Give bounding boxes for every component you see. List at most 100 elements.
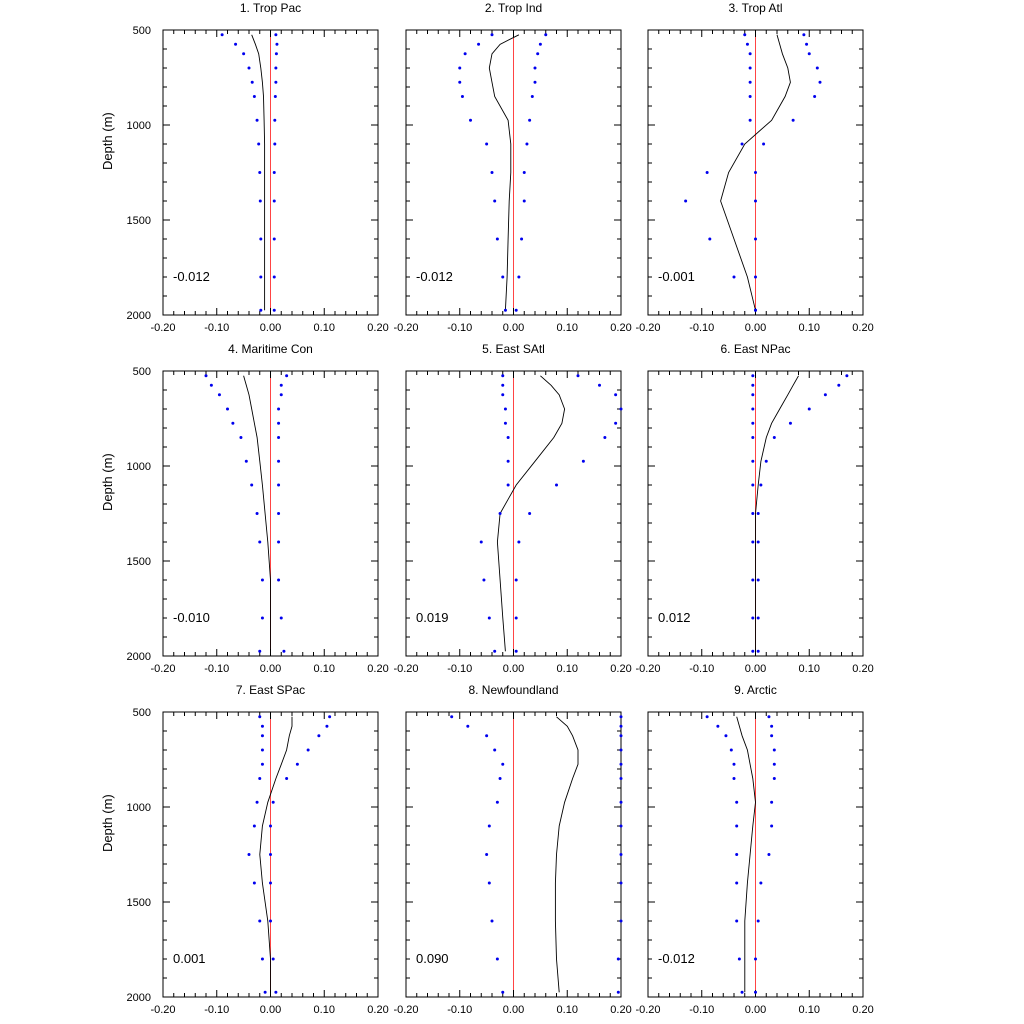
- upper-bound-point: [756, 616, 760, 620]
- lower-bound-point: [732, 275, 736, 279]
- upper-bound-point: [277, 407, 281, 411]
- upper-bound-point: [764, 459, 768, 463]
- upper-bound-point: [517, 540, 521, 544]
- lower-bound-point: [217, 393, 221, 397]
- panel-title: 8. Newfoundland: [468, 683, 558, 697]
- lower-bound-point: [487, 824, 491, 828]
- upper-bound-point: [619, 919, 623, 923]
- y-tick-label: 1000: [127, 461, 151, 473]
- upper-bound-point: [754, 308, 757, 312]
- upper-bound-point: [272, 275, 276, 279]
- lower-bound-point: [250, 80, 254, 84]
- lower-bound-point: [257, 142, 261, 146]
- upper-bound-point: [279, 616, 283, 620]
- x-tick-label: 0.00: [503, 1004, 524, 1016]
- lower-bound-point: [231, 421, 235, 425]
- lower-bound-point: [705, 171, 709, 174]
- lower-bound-point: [485, 734, 489, 738]
- upper-bound-point: [555, 483, 558, 487]
- lower-bound-point: [493, 649, 497, 653]
- x-tick-label: -0.20: [150, 1004, 175, 1016]
- lower-bound-point: [252, 824, 256, 828]
- upper-bound-point: [536, 52, 540, 56]
- upper-bound-point: [754, 990, 757, 994]
- upper-bound-point: [514, 649, 518, 653]
- x-tick-label: -0.10: [204, 1004, 229, 1016]
- lower-bound-point: [258, 171, 262, 174]
- mean-profile-line: [720, 34, 791, 311]
- upper-bound-point: [756, 512, 760, 515]
- lower-bound-point: [708, 237, 712, 241]
- lower-bound-point: [260, 616, 264, 620]
- x-tick-label: 0.00: [745, 322, 766, 334]
- lower-bound-point: [740, 142, 744, 146]
- mean-profile-line: [259, 716, 293, 993]
- lower-bound-point: [751, 383, 755, 387]
- upper-bound-point: [273, 118, 277, 122]
- x-tick-label: 0.10: [799, 663, 820, 675]
- x-tick-label: 0.10: [557, 322, 578, 334]
- lower-bound-point: [260, 578, 264, 582]
- upper-bound-point: [269, 881, 272, 885]
- lower-bound-point: [234, 42, 238, 46]
- upper-bound-point: [522, 171, 526, 174]
- upper-bound-point: [619, 715, 623, 719]
- lower-bound-point: [751, 393, 755, 397]
- upper-bound-point: [277, 578, 281, 582]
- upper-bound-point: [759, 483, 763, 487]
- upper-bound-point: [269, 853, 272, 856]
- upper-bound-point: [767, 715, 771, 719]
- lower-bound-point: [735, 800, 739, 804]
- lower-bound-point: [501, 383, 505, 387]
- lower-bound-point: [751, 578, 755, 582]
- upper-bound-point: [770, 724, 774, 728]
- upper-bound-point: [619, 762, 623, 766]
- lower-bound-point: [258, 540, 262, 544]
- upper-bound-point: [616, 957, 620, 961]
- lower-bound-point: [479, 540, 483, 544]
- lower-bound-point: [735, 853, 739, 856]
- x-tick-label: 0.00: [745, 1004, 766, 1016]
- lower-bound-point: [460, 95, 464, 98]
- lower-bound-point: [255, 800, 259, 804]
- x-tick-label: -0.20: [635, 322, 660, 334]
- upper-bound-point: [273, 142, 277, 146]
- upper-bound-point: [272, 199, 276, 203]
- lower-bound-point: [501, 374, 505, 378]
- upper-bound-point: [772, 762, 776, 766]
- x-tick-label: 0.10: [314, 663, 335, 675]
- upper-bound-point: [581, 459, 585, 463]
- y-tick-label: 500: [133, 25, 151, 37]
- lower-bound-point: [732, 777, 736, 780]
- upper-bound-point: [845, 374, 849, 378]
- upper-bound-point: [754, 171, 757, 174]
- lower-bound-point: [226, 407, 229, 411]
- x-tick-label: -0.20: [150, 663, 175, 675]
- lower-bound-point: [458, 80, 462, 84]
- x-tick-label: -0.10: [447, 322, 472, 334]
- lower-bound-point: [482, 578, 486, 582]
- panel-3: -0.20 -0.10 0.00 0.10 0.20 3. Trop Atl -0.001: [635, 1, 873, 334]
- upper-bound-point: [759, 881, 763, 885]
- upper-bound-point: [619, 748, 623, 752]
- panel-title: 5. East SAtl: [482, 342, 545, 356]
- lower-bound-point: [735, 919, 739, 923]
- x-tick-label: -0.20: [393, 1004, 418, 1016]
- upper-bound-point: [272, 237, 276, 241]
- upper-bound-point: [272, 171, 276, 174]
- x-tick-label: 0.20: [610, 1004, 631, 1016]
- y-tick-label: 500: [133, 366, 151, 378]
- upper-bound-point: [756, 649, 760, 653]
- x-tick-label: -0.10: [447, 1004, 472, 1016]
- lower-bound-point: [503, 407, 507, 411]
- lower-bound-point: [748, 118, 752, 122]
- lower-bound-point: [485, 853, 489, 856]
- upper-bound-point: [271, 800, 275, 804]
- lower-bound-point: [501, 275, 505, 279]
- upper-bound-point: [528, 512, 532, 515]
- upper-bound-point: [770, 800, 774, 804]
- lower-bound-point: [490, 33, 494, 37]
- lower-bound-point: [487, 616, 491, 620]
- lower-bound-point: [743, 33, 747, 37]
- lower-bound-point: [247, 66, 251, 70]
